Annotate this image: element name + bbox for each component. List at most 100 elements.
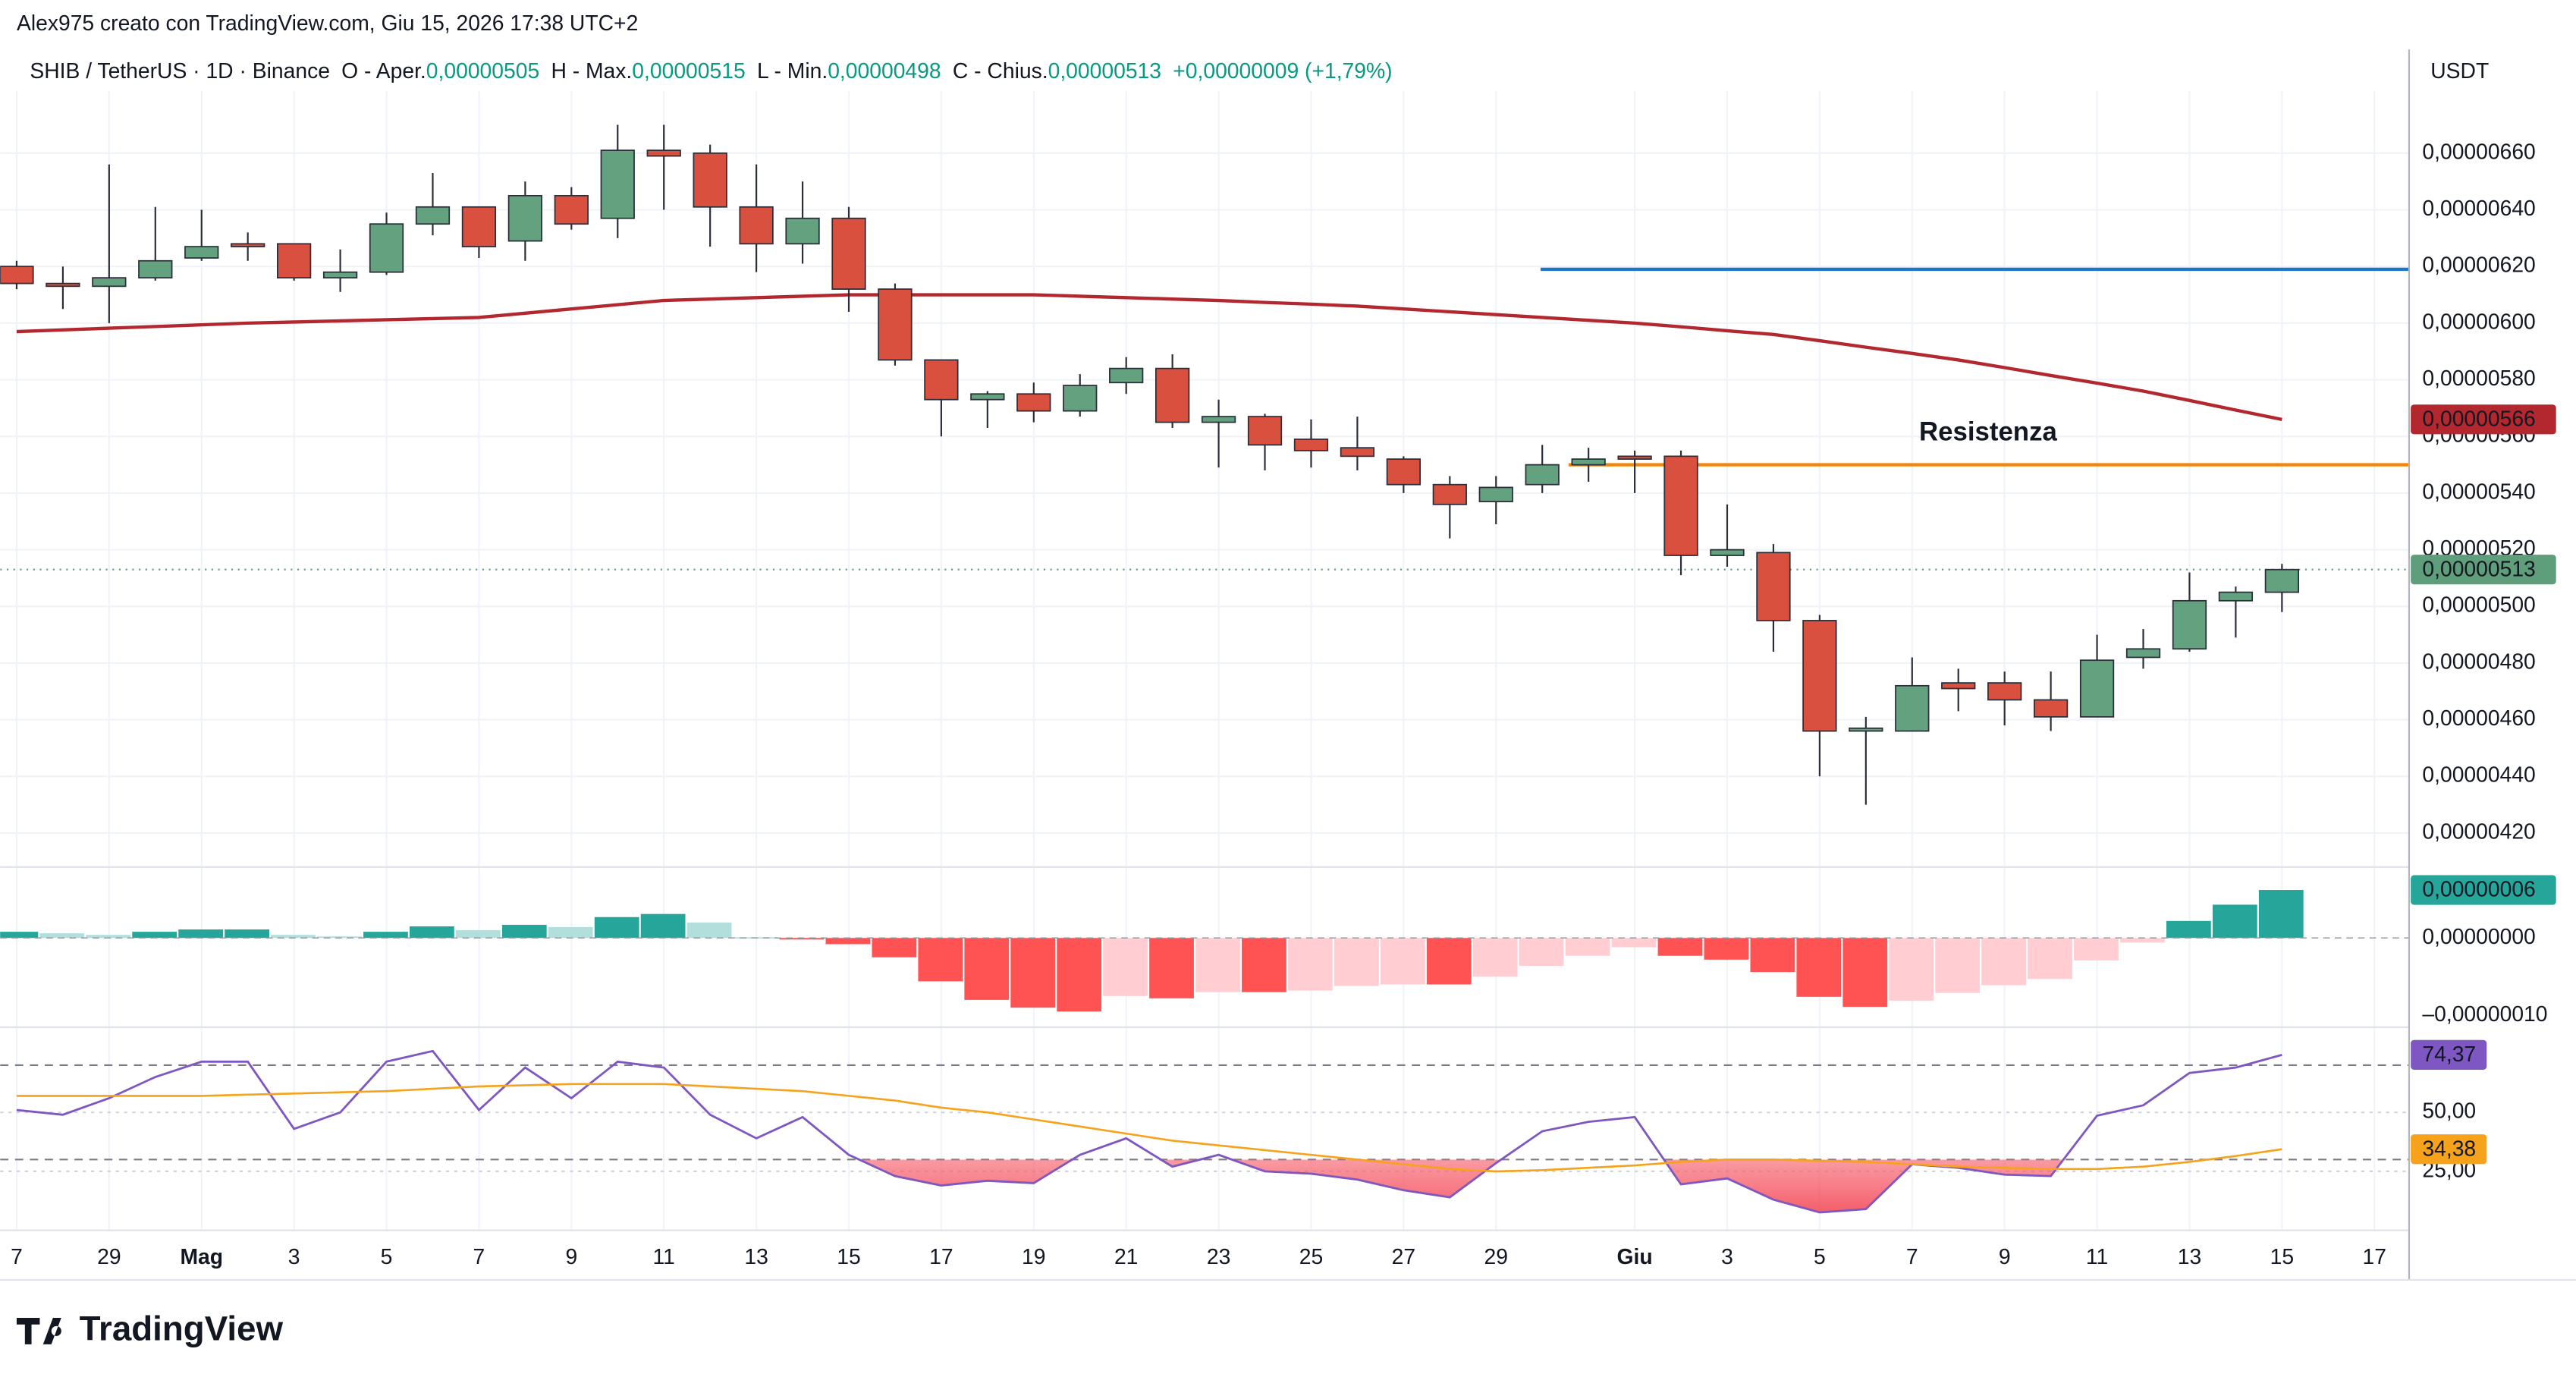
histogram-bar xyxy=(1519,938,1564,967)
x-tick-label: 15 xyxy=(837,1244,860,1269)
histogram-bar xyxy=(1103,938,1148,996)
histogram-bar xyxy=(1195,938,1240,992)
candle-body xyxy=(970,393,1005,401)
x-tick-label: 7 xyxy=(473,1244,485,1269)
histogram-bar xyxy=(225,929,269,939)
histogram-bar xyxy=(1288,938,1333,991)
candle-body xyxy=(1340,447,1375,457)
histogram-bar xyxy=(1935,938,1981,993)
candle-body xyxy=(1247,416,1283,446)
candle-body xyxy=(693,152,727,208)
candle-body xyxy=(1710,549,1745,556)
y-tick-label: 0,00000600 xyxy=(2422,309,2535,333)
histogram-bar xyxy=(1889,938,1934,1001)
candle-body xyxy=(507,194,543,242)
candle-body xyxy=(231,243,265,247)
histogram-bar xyxy=(1010,938,1056,1008)
histogram-bar xyxy=(918,938,963,982)
y-tick-label: 0,00000420 xyxy=(2422,819,2535,843)
histogram-bar xyxy=(1426,938,1472,985)
y-tick-label: 0,00000580 xyxy=(2422,366,2535,390)
histogram-bar xyxy=(317,936,362,939)
x-tick-label: 23 xyxy=(1207,1244,1230,1269)
histogram-bar xyxy=(2258,890,2304,939)
x-tick-label: 29 xyxy=(1484,1244,1508,1269)
candle-body xyxy=(1941,682,1976,690)
candle-body xyxy=(600,149,635,219)
histogram-bar xyxy=(1472,938,1518,977)
histogram-bar xyxy=(86,935,131,939)
candle-body xyxy=(1109,367,1144,384)
histogram-bar xyxy=(594,917,639,939)
price-badge xyxy=(2411,875,2556,905)
x-tick-label: 7 xyxy=(1906,1244,1918,1269)
candle-body xyxy=(2264,568,2300,593)
candle-body xyxy=(1063,385,1098,412)
x-tick-label: 29 xyxy=(97,1244,121,1269)
candle-body xyxy=(1987,682,2022,701)
histogram-bar xyxy=(1611,938,1657,948)
candle-body xyxy=(924,359,959,401)
indicator-badge xyxy=(2411,1134,2487,1165)
histogram-bar xyxy=(1565,938,1610,956)
candle-body xyxy=(1849,727,1883,732)
legend: SHIB / TetherUS · 1D · Binance O - Aper.0… xyxy=(30,58,1392,83)
histogram-bar xyxy=(686,922,732,939)
candle-body xyxy=(1525,464,1560,486)
price-badge xyxy=(2411,555,2556,585)
candle-body xyxy=(1016,393,1051,412)
logo: TradingView xyxy=(16,1309,284,1347)
x-tick-label: 17 xyxy=(2363,1244,2386,1269)
histogram-bar xyxy=(39,933,85,939)
histogram-bar xyxy=(178,929,224,939)
candle-body xyxy=(739,206,774,245)
histogram-bar xyxy=(1242,938,1286,992)
histogram-bar xyxy=(2120,938,2165,943)
histogram-bar xyxy=(548,927,593,939)
x-tick-label: 17 xyxy=(929,1244,953,1269)
price-badge-label: 0,00000006 xyxy=(2422,877,2535,901)
x-tick-label: Mag xyxy=(180,1244,223,1269)
candle-body xyxy=(878,288,913,361)
candle-body xyxy=(1617,455,1652,460)
candle-body xyxy=(1386,458,1422,486)
plot: Resistenza xyxy=(0,90,2409,1231)
y-tick-label: 0,00000480 xyxy=(2422,649,2535,673)
x-tick-label: Giu xyxy=(1617,1244,1653,1269)
histogram-bar xyxy=(1149,938,1194,998)
histogram-bar xyxy=(271,935,316,939)
candle-body xyxy=(1154,367,1190,423)
candle-body xyxy=(138,259,173,279)
logo-text: TradingView xyxy=(80,1309,284,1347)
x-tick-label: 5 xyxy=(381,1244,393,1269)
candle-body xyxy=(1802,620,1837,732)
histogram-bar xyxy=(1981,938,2026,986)
x-tick-label: 21 xyxy=(1114,1244,1138,1269)
axes: 7 29 Mag 3 5 7 9 11 13 15 17 19 21 23 25 27 29 Giu 3 5 7 9 11 1… xyxy=(0,49,2576,1281)
y-tick-label: 0,00000540 xyxy=(2422,479,2535,503)
legend-item: 0,00000513 xyxy=(1048,58,1161,83)
histogram-bar xyxy=(1657,938,1703,956)
histogram-bar xyxy=(2074,938,2119,961)
logo-icon xyxy=(16,1317,61,1344)
legend-item: O - Aper. xyxy=(341,58,426,83)
x-tick-label: 9 xyxy=(565,1244,577,1269)
histogram-bar xyxy=(964,938,1010,1000)
histogram-bar xyxy=(1334,938,1379,986)
histogram-bar xyxy=(825,938,871,945)
histogram-bar xyxy=(501,924,547,939)
histogram-bar xyxy=(455,930,501,939)
candle-body xyxy=(2125,648,2161,659)
y-tick-label: 0,00000500 xyxy=(2422,593,2535,617)
candle-body xyxy=(92,277,127,288)
currency: USDT xyxy=(2430,58,2489,83)
histogram-bar xyxy=(0,932,39,939)
price-badge xyxy=(2411,404,2556,435)
y-tick-label: 0,00000000 xyxy=(2422,924,2535,948)
histogram-bar xyxy=(1750,938,1795,973)
histogram-bar xyxy=(410,926,454,939)
histogram-bar xyxy=(2212,904,2257,939)
moving-average xyxy=(16,293,2282,421)
